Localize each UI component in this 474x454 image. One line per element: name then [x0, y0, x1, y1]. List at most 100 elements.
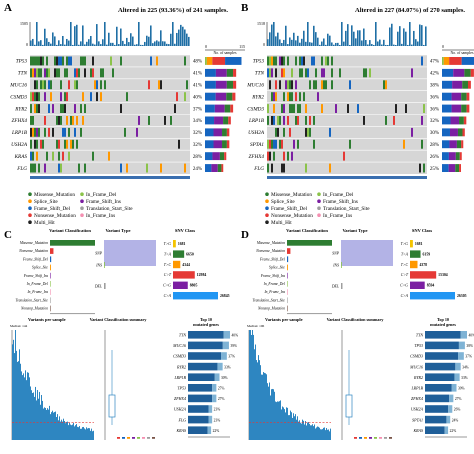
mutation-cell [126, 92, 128, 102]
mutation-cell [62, 127, 64, 137]
mutation-cell [403, 139, 405, 149]
mutation-cell [44, 80, 46, 90]
vt-label: DEL [94, 285, 102, 289]
side-bar-segment [448, 152, 456, 161]
bottom-stripe [30, 176, 190, 179]
mutation-cell [281, 104, 283, 113]
vt-label: SNP [95, 252, 102, 256]
box-main [345, 394, 353, 418]
vps-bar [279, 401, 280, 440]
top10-pct: 40% [469, 334, 474, 338]
mutation-cell [313, 56, 315, 66]
side-bar-segment [226, 128, 230, 137]
mutation-cell [76, 139, 78, 149]
tmb-bar [283, 39, 285, 46]
side-bar-segment [442, 152, 449, 161]
top10-bar [188, 373, 215, 381]
vps-bar [272, 388, 273, 440]
mutation-cell [273, 104, 275, 113]
mutation-cell [30, 104, 32, 113]
vps-bar [65, 423, 66, 440]
mutation-cell [62, 151, 64, 161]
vps-bar [313, 426, 314, 440]
side-bar-segment [459, 164, 461, 172]
mutation-cell [138, 116, 140, 125]
vps-bar [13, 339, 14, 440]
legend-label: Nonsense_Mutation [34, 213, 76, 219]
mutation-cell [30, 68, 32, 78]
vps-bar [275, 401, 276, 440]
mutation-cell [42, 139, 44, 149]
mutation-cell [160, 163, 162, 173]
tmb-bar [303, 30, 305, 46]
top10-pct: 27% [218, 387, 225, 391]
mutation-cell [74, 104, 76, 113]
vt-bar [341, 240, 393, 266]
tmb-bar [365, 40, 367, 46]
legend-swatch [80, 192, 84, 196]
mutation-cell [82, 116, 84, 125]
box-small [122, 437, 125, 439]
tmb-bar [321, 41, 323, 46]
mutation-cell [329, 163, 331, 173]
top10-gene: CSMD3 [410, 354, 423, 359]
tmb-bar [92, 43, 94, 46]
mutation-cell [30, 151, 32, 161]
vps-bar [31, 390, 32, 440]
vps-bar [308, 422, 309, 440]
mutation-cell [38, 92, 40, 102]
side-bar-segment [226, 68, 234, 77]
gene-label: RYR2 [251, 94, 264, 100]
tmb-bar [108, 32, 110, 46]
side-bar-segment [463, 116, 467, 125]
mutation-cell [271, 56, 273, 66]
mutation-cell [287, 92, 289, 102]
mutation-cell [68, 80, 70, 90]
side-bar-segment [442, 128, 450, 137]
tmb-bar [186, 33, 188, 46]
vc-bar [287, 289, 288, 295]
mutation-cell [305, 163, 307, 173]
tmb-bar [423, 44, 425, 46]
tmb-bar [401, 43, 403, 46]
mutation-cell [329, 127, 331, 137]
tmb-bar [301, 38, 303, 46]
side-bar-segment [442, 68, 454, 77]
vps-bar [290, 410, 291, 440]
mutation-cell [299, 104, 301, 113]
vps-bar [62, 421, 63, 440]
mutation-cell [58, 139, 60, 149]
mutation-cell [184, 56, 186, 66]
vps-bar [283, 407, 284, 440]
mutation-cell [283, 127, 285, 137]
top10-pct: 37% [465, 355, 472, 359]
tmb-bar [76, 24, 78, 46]
snv-label: T>G [401, 242, 409, 246]
vps-bar [264, 372, 265, 440]
mutation-cell [301, 68, 303, 78]
box-small [137, 437, 140, 439]
tmb-bar [405, 31, 407, 46]
vps-bar [83, 426, 84, 440]
tmb-bar [168, 44, 170, 46]
tmb-bar [403, 28, 405, 46]
mutation-cell [64, 68, 66, 78]
mutation-cell [279, 56, 281, 66]
mutation-cell [287, 151, 289, 161]
tmb-bar [140, 44, 142, 46]
side-bar-segment [453, 68, 465, 77]
side-bar-segment [451, 104, 462, 113]
mutation-cell [84, 104, 86, 113]
vc-label: In_Frame_Ins [26, 290, 48, 294]
tmb-bar [174, 43, 176, 46]
legend-label: In_Frame_Ins [86, 213, 115, 219]
snv-bar [173, 260, 181, 269]
gene-label: TTN [18, 71, 28, 77]
mutation-cell [120, 163, 122, 173]
side-bar-segment [467, 80, 471, 89]
vps-bar [269, 382, 270, 440]
top10-pct: 33% [224, 365, 231, 369]
mutation-cell [311, 56, 313, 66]
tmb-bar [425, 26, 427, 46]
vps-bar [317, 426, 318, 440]
